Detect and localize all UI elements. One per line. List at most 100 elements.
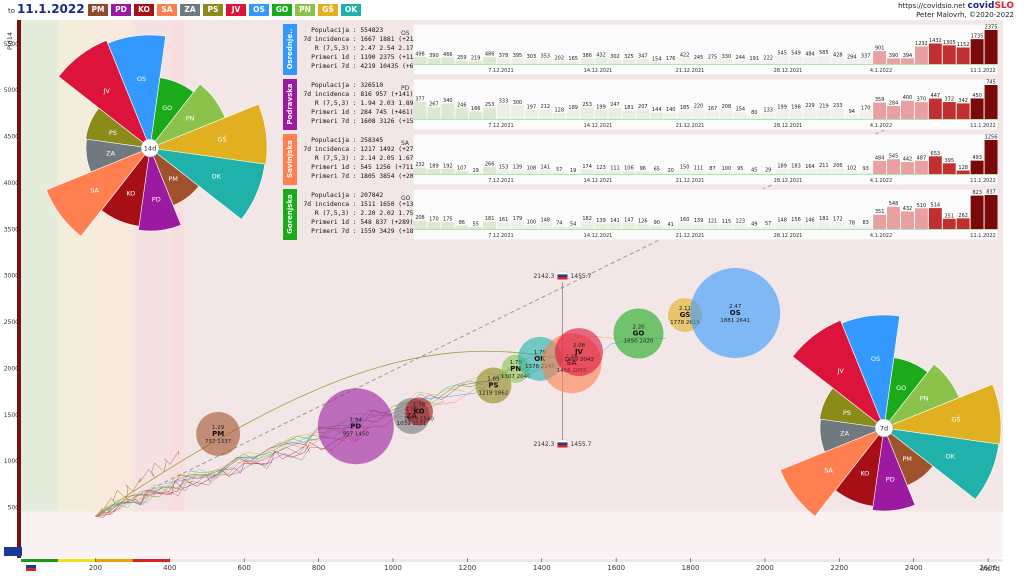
region-bar-label: 150 <box>680 164 690 170</box>
region-bar <box>538 58 552 64</box>
region-bar-label: 189 <box>777 163 787 169</box>
region-bar-label: 333 <box>499 98 509 104</box>
rose-center-label: 14d <box>144 145 156 153</box>
region-bar <box>719 224 733 229</box>
region-bar-label: 176 <box>666 56 676 62</box>
y-tick-label: 3000 <box>4 273 19 280</box>
region-badge-GŠ[interactable]: GŠ <box>318 4 338 16</box>
region-badge-KO[interactable]: KO <box>134 4 154 16</box>
bubble-code: OK <box>534 355 546 363</box>
region-bar-label: 96 <box>640 166 646 172</box>
low-band <box>21 511 1003 558</box>
region-bar-label: 148 <box>777 217 787 223</box>
region-bar <box>733 224 747 229</box>
region-badge-PM[interactable]: PM <box>88 4 108 16</box>
region-bar-label: 219 <box>471 55 481 61</box>
region-bar-label: 275 <box>708 55 718 61</box>
region-badge-OS[interactable]: OS <box>249 4 269 16</box>
region-badge-ZA[interactable]: ZA <box>180 4 200 16</box>
x-tick-label: 600 <box>237 564 250 572</box>
x-axis-strip <box>169 559 1004 562</box>
region-bar <box>552 225 566 229</box>
site-url[interactable]: https://covidsio.net covidSLO <box>898 1 1014 11</box>
region-bar <box>692 60 705 64</box>
rose-slice-label: JV <box>103 87 111 95</box>
x-tick-label: 1600 <box>607 564 625 572</box>
region-badge-JV[interactable]: JV <box>226 4 246 16</box>
region-bar-label: 199 <box>596 104 606 110</box>
region-bar-label: 432 <box>596 52 606 58</box>
region-badge-PS[interactable]: PS <box>203 4 223 16</box>
region-bar <box>719 109 733 119</box>
bubble-circle <box>405 397 434 426</box>
region-bar <box>594 170 608 174</box>
region-bar <box>845 59 859 64</box>
region-bar-label: 545 <box>889 154 899 160</box>
region-bar-label: 94 <box>849 109 855 115</box>
region-badge-SA[interactable]: SA <box>157 4 177 16</box>
region-bar <box>831 222 845 229</box>
region-bar-label: 139 <box>513 165 523 171</box>
region-bar-label: 207 <box>638 104 648 110</box>
region-bar <box>650 112 664 119</box>
region-bar-label: 302 <box>610 54 620 60</box>
region-bar-label: 206 <box>833 163 843 169</box>
bubble-code: GO <box>633 330 645 338</box>
region-bar <box>859 111 873 119</box>
region-badge-PD[interactable]: PD <box>111 4 131 16</box>
region-bar-label: 139 <box>694 218 704 224</box>
region-code: OS <box>401 30 410 37</box>
crosshair-label-top: 2142.3 1455.7 <box>533 271 592 280</box>
region-bar <box>747 172 761 174</box>
x-tick-label: 2000 <box>756 564 774 572</box>
region-bar <box>469 111 483 119</box>
x-tick-label: 1000 <box>384 564 402 572</box>
rose-slice <box>882 427 1000 500</box>
svg-text:2142.3: 2142.3 <box>533 441 554 448</box>
region-date-label: 4.1.2022 <box>870 68 892 74</box>
region-panel-tab: Gorenjska <box>283 189 297 240</box>
rose-slice-label: KO <box>860 470 869 478</box>
region-bar <box>956 170 970 174</box>
region-bar <box>692 170 705 174</box>
rose-slice-label: OK <box>946 453 956 461</box>
region-bar-label: 222 <box>763 55 773 61</box>
region-badge-GO[interactable]: GO <box>272 4 292 16</box>
region-bar <box>552 113 566 119</box>
trajectory-line <box>95 366 512 517</box>
region-badge-PN[interactable]: PN <box>295 4 315 16</box>
incidence-band <box>58 20 96 558</box>
region-bar <box>566 173 580 174</box>
region-bar <box>538 222 552 229</box>
region-panel-SA: Savinjska Populacija : 258345 7d incidenca… <box>283 134 998 185</box>
region-bar-label: 95 <box>737 166 743 172</box>
region-bar-label: 208 <box>722 104 732 110</box>
region-bar-label: 394 <box>903 53 913 59</box>
rose-slice-label: PM <box>902 455 912 463</box>
region-bar-label: 183 <box>791 164 801 170</box>
region-bar-label: 87 <box>709 166 715 172</box>
region-badge-OK[interactable]: OK <box>341 4 361 16</box>
region-bar <box>873 51 887 64</box>
region-bar-label: 1256 <box>985 135 998 141</box>
region-bar-label: 54 <box>570 221 576 227</box>
region-bar <box>622 59 636 64</box>
region-bar-label: 148 <box>541 217 551 223</box>
region-bar-label: 232 <box>415 162 425 168</box>
rose-chart-7d: OS GO PN GŠ OK PM PD KO SA ZA PS JV 7d <box>779 314 1002 517</box>
y-tick-label: 4500 <box>4 134 19 141</box>
region-bar <box>845 225 859 229</box>
rose-slice-label: PD <box>886 476 895 484</box>
region-bar-label: 493 <box>972 155 982 161</box>
svg-text:2142.3: 2142.3 <box>533 273 554 280</box>
region-bar-label: 2375 <box>985 25 998 31</box>
region-date-label: 11.1.2022 <box>970 68 995 74</box>
